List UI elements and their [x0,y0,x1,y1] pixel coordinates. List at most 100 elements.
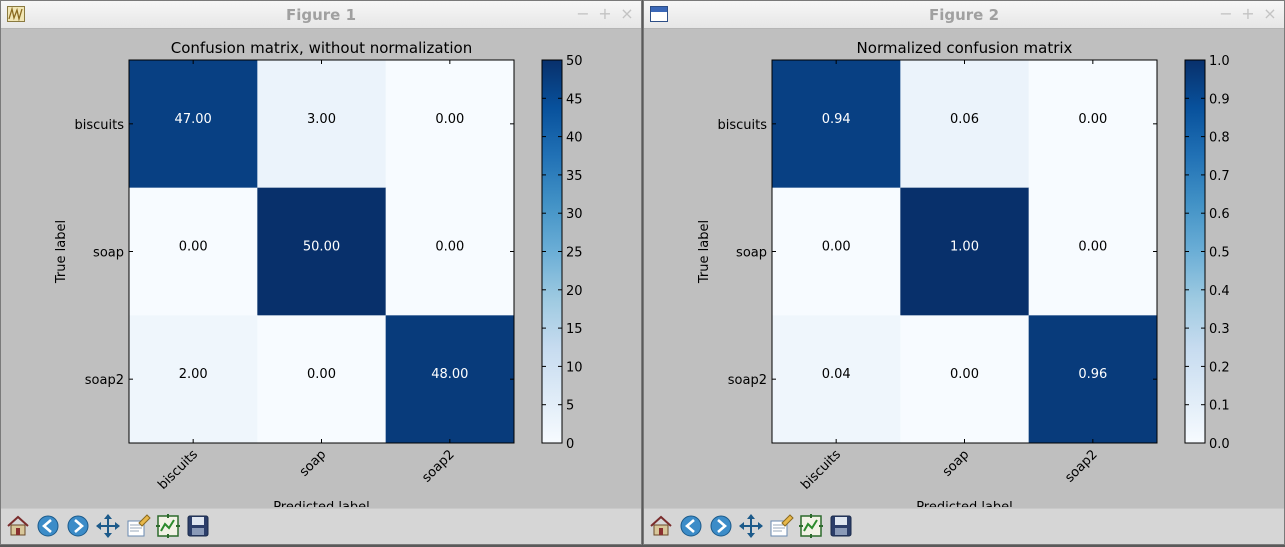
cell-value-label: 0.00 [179,240,208,255]
figure-1-window: Figure 1 − + × Confusion matrix, without… [0,0,642,545]
colorbar-tick-label: 0.3 [1209,322,1230,337]
configure-subplots-icon [770,514,794,537]
cell-value-label: 50.00 [303,240,340,255]
matrix-cell [385,315,515,444]
normalized-confusion-matrix-chart: Normalized confusion matrix 0.94 0.06 0.00 0… [697,39,1230,507]
confusion-matrix-chart: Confusion matrix, without normalization 4… [54,39,583,507]
cell-value-label: 0.00 [950,367,979,382]
x-axis-label: Predicted label [916,500,1013,507]
window-title: Figure 1 [285,6,357,24]
maximize-button[interactable]: + [598,4,612,23]
matrix-cell [129,60,258,189]
colorbar-tick-label: 30 [566,207,583,222]
cell-value-label: 2.00 [179,367,208,382]
figure-2-window: Figure 2 − + × Normalized confusion matr… [643,0,1285,545]
edit-axes-icon [156,514,180,538]
minimize-button[interactable]: − [1219,4,1233,23]
matrix-cell [385,187,515,316]
forward-button[interactable] [65,513,91,539]
colorbar-tick-label: 0.7 [1209,169,1230,184]
colorbar-tick-label: 5 [566,399,574,414]
y-tick-label: soap2 [85,373,124,388]
save-button[interactable] [185,513,211,539]
colorbar-tick-label: 0.5 [1209,246,1230,261]
matrix-cell [257,60,387,189]
figure-canvas[interactable]: Normalized confusion matrix 0.94 0.06 0.00 0… [644,29,1284,507]
y-tick-label: biscuits [717,118,767,133]
cell-value-label: 0.00 [435,240,464,255]
y-tick-label: soap [93,246,124,261]
x-axis-label: Predicted label [273,500,370,507]
x-tick-label: soap2 [419,447,457,485]
colorbar-tick-label: 25 [566,246,583,261]
forward-button[interactable] [708,513,734,539]
title-bar[interactable]: Figure 2 − + × [644,1,1284,29]
title-bar[interactable]: Figure 1 − + × [1,1,641,29]
navigation-toolbar [644,508,1284,544]
pan-button[interactable] [95,513,121,539]
colorbar-tick-label: 1.0 [1209,54,1230,69]
y-axis-label: True label [697,220,712,284]
home-button[interactable] [5,513,31,539]
matrix-cell [1028,315,1158,444]
pan-button[interactable] [738,513,764,539]
cell-value-label: 0.00 [1078,240,1107,255]
colorbar-tick-label: 0 [566,437,574,452]
maximize-button[interactable]: + [1241,4,1255,23]
cell-value-label: 0.94 [822,112,851,127]
colorbar-tick-label: 15 [566,322,583,337]
back-button[interactable] [35,513,61,539]
colorbar-tick-label: 40 [566,131,583,146]
close-button[interactable]: × [1263,4,1277,23]
cell-value-label: 3.00 [307,112,336,127]
matrix-cell [257,187,387,316]
configure-subplots-button[interactable] [125,513,151,539]
y-axis-label: True label [54,220,69,284]
y-tick-label: soap2 [728,373,767,388]
x-tick-label: soap [940,447,972,479]
save-icon [187,515,209,537]
pan-icon [96,514,120,538]
back-icon [37,515,59,537]
minimize-button[interactable]: − [576,4,590,23]
home-icon [650,515,672,536]
cell-value-label: 0.00 [822,240,851,255]
colorbar-tick-label: 10 [566,360,583,375]
colorbar-tick-label: 0.4 [1209,284,1230,299]
save-button[interactable] [828,513,854,539]
figure-canvas[interactable]: Confusion matrix, without normalization 4… [1,29,641,507]
home-button[interactable] [648,513,674,539]
configure-subplots-icon [127,514,151,537]
edit-axes-button[interactable] [798,513,824,539]
chart-title: Confusion matrix, without normalization [171,39,473,57]
matrix-cell [900,315,1030,444]
back-button[interactable] [678,513,704,539]
colorbar-tick-label: 35 [566,169,583,184]
cell-value-label: 0.04 [822,367,851,382]
matrix-cell [900,187,1030,316]
y-tick-label: soap [736,246,767,261]
pan-icon [739,514,763,538]
cell-value-label: 0.00 [435,112,464,127]
close-button[interactable]: × [620,4,634,23]
matrix-cell [772,315,901,444]
window-title: Figure 2 [928,6,1000,24]
colorbar-tick-label: 20 [566,284,583,299]
cell-value-label: 0.00 [307,367,336,382]
colorbar-tick-label: 0.2 [1209,360,1230,375]
cell-value-label: 48.00 [431,367,468,382]
colorbar-tick-label: 0.0 [1209,437,1230,452]
home-icon [7,515,29,536]
x-tick-label: biscuits [798,447,844,493]
window-icon [650,6,668,22]
edit-axes-button[interactable] [155,513,181,539]
navigation-toolbar [1,508,641,544]
configure-subplots-button[interactable] [768,513,794,539]
y-tick-label: biscuits [74,118,124,133]
forward-icon [710,515,732,537]
colorbar-tick-label: 0.8 [1209,131,1230,146]
matrix-cell [385,60,515,189]
forward-icon [67,515,89,537]
x-tick-label: biscuits [155,447,201,493]
matrix-cell [1028,60,1158,189]
